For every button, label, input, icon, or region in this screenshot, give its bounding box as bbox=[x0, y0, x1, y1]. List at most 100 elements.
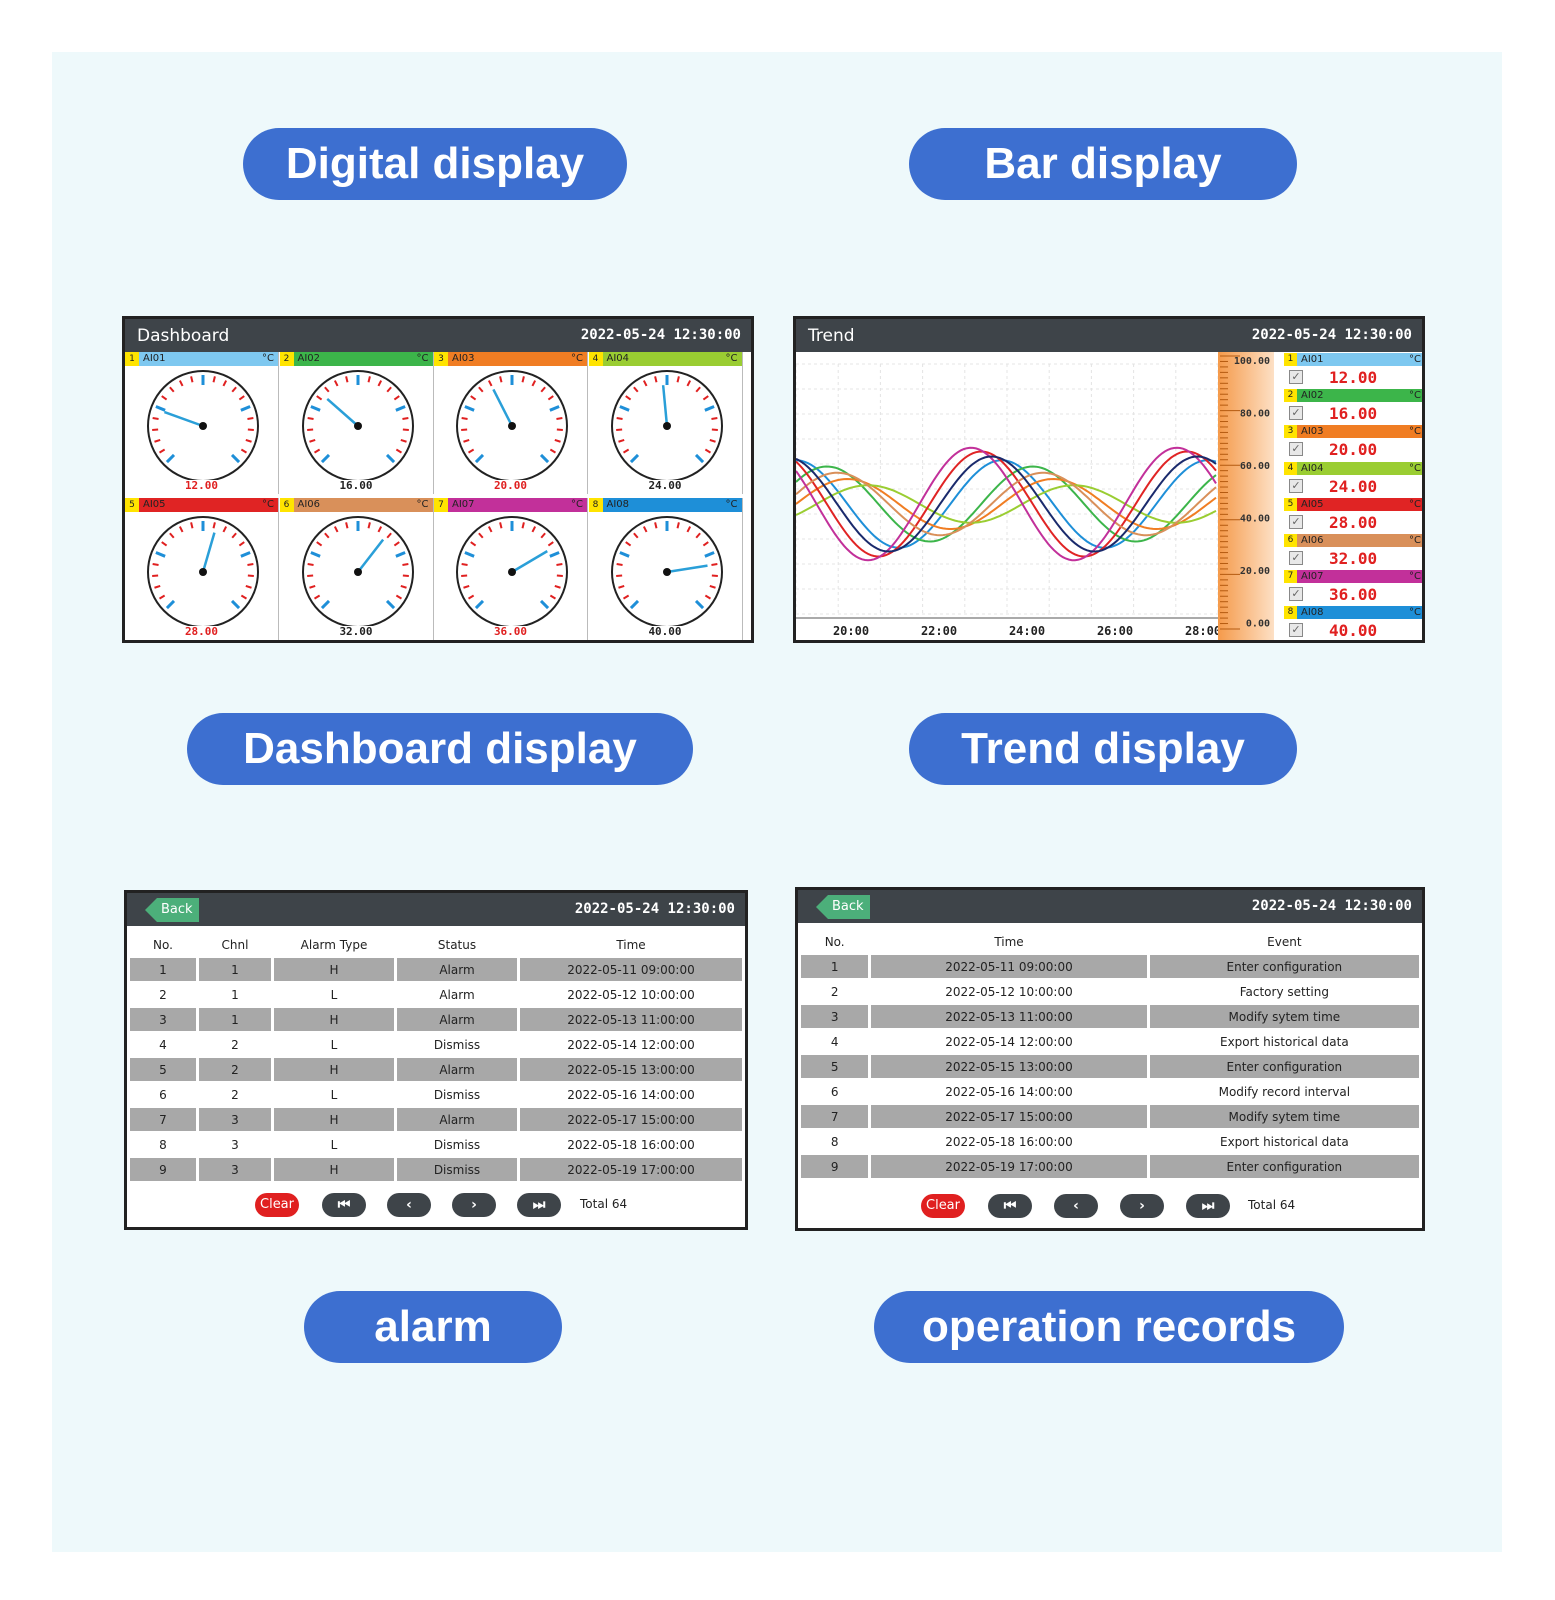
gauge-tick bbox=[539, 453, 550, 464]
table-row[interactable]: 3 1 H Alarm 2022-05-13 11:00:00 bbox=[130, 1008, 742, 1031]
operation-back-button[interactable]: Back bbox=[816, 895, 870, 919]
legend-channel-name: AI07 bbox=[1301, 571, 1324, 583]
table-row[interactable]: 7 2022-05-17 15:00:00 Modify sytem time bbox=[801, 1105, 1419, 1128]
gauge-tick bbox=[547, 395, 554, 401]
gauge-tick bbox=[478, 386, 484, 393]
legend-channel-number: 2 bbox=[1284, 389, 1297, 403]
operation-prev-page-button[interactable]: ‹ bbox=[1054, 1194, 1098, 1218]
trend-titlebar: Trend 2022-05-24 12:30:00 bbox=[796, 319, 1422, 352]
operation-footer: Clear ⏮ ‹ › ⏭ Total 64 bbox=[798, 1194, 1422, 1220]
table-cell: 5 bbox=[130, 1058, 196, 1081]
gauge-tick bbox=[629, 453, 639, 464]
y-tick-label: 40.00 bbox=[1240, 514, 1270, 525]
gauge-tick bbox=[615, 417, 623, 420]
table-row[interactable]: 2 2022-05-12 10:00:00 Factory setting bbox=[801, 980, 1419, 1003]
legend-checkbox-icon[interactable]: ✓ bbox=[1289, 406, 1303, 421]
table-cell: 3 bbox=[199, 1133, 271, 1156]
operation-last-page-button[interactable]: ⏭ bbox=[1186, 1194, 1230, 1218]
gauge-tick bbox=[240, 594, 248, 600]
gauge-tick bbox=[694, 532, 701, 539]
table-cell: 2022-05-11 09:00:00 bbox=[520, 958, 742, 981]
operation-first-page-button[interactable]: ⏮ bbox=[988, 1194, 1032, 1218]
gauge-tick bbox=[478, 532, 484, 539]
table-row[interactable]: 9 3 H Dismiss 2022-05-19 17:00:00 bbox=[130, 1158, 742, 1181]
legend-checkbox-icon[interactable]: ✓ bbox=[1289, 623, 1303, 638]
table-row[interactable]: 9 2022-05-19 17:00:00 Enter configuration bbox=[801, 1155, 1419, 1178]
table-row[interactable]: 2 1 L Alarm 2022-05-12 10:00:00 bbox=[130, 983, 742, 1006]
y-tick-label: 100.00 bbox=[1234, 356, 1270, 367]
gauge-tick bbox=[155, 551, 166, 558]
table-cell: 2022-05-13 11:00:00 bbox=[520, 1008, 742, 1031]
gauge-tick bbox=[617, 584, 625, 589]
gauge-needle bbox=[511, 550, 548, 574]
operation-next-page-button[interactable]: › bbox=[1120, 1194, 1164, 1218]
gauge-cell: 8 AI08 °C 40.00 bbox=[588, 498, 743, 640]
legend-item: 3 AI03 °C ✓ 20.00 bbox=[1284, 425, 1422, 461]
trend-series-line bbox=[796, 471, 1217, 537]
table-row[interactable]: 3 2022-05-13 11:00:00 Modify sytem time bbox=[801, 1005, 1419, 1028]
table-row[interactable]: 5 2 H Alarm 2022-05-15 13:00:00 bbox=[130, 1058, 742, 1081]
legend-header: 7 AI07 °C bbox=[1284, 570, 1422, 584]
gauge-tick bbox=[320, 599, 330, 610]
gauge-tick bbox=[240, 448, 248, 454]
table-row[interactable]: 4 2 L Dismiss 2022-05-14 12:00:00 bbox=[130, 1033, 742, 1056]
legend-channel-number: 5 bbox=[1284, 497, 1297, 511]
table-row[interactable]: 8 2022-05-18 16:00:00 Export historical da… bbox=[801, 1130, 1419, 1153]
gauge-tick bbox=[190, 376, 194, 383]
gauge-tick bbox=[161, 541, 168, 547]
table-row[interactable]: 1 2022-05-11 09:00:00 Enter configuration bbox=[801, 955, 1419, 978]
gauge-tick bbox=[686, 526, 691, 533]
legend-item: 5 AI05 °C ✓ 28.00 bbox=[1284, 497, 1422, 534]
legend-checkbox-icon[interactable]: ✓ bbox=[1289, 442, 1303, 457]
gauge-tick bbox=[367, 522, 371, 529]
legend-checkbox-icon[interactable]: ✓ bbox=[1289, 514, 1303, 529]
operation-clear-button[interactable]: Clear bbox=[921, 1194, 965, 1218]
alarm-prev-page-button[interactable]: ‹ bbox=[387, 1193, 431, 1217]
table-cell: L bbox=[274, 983, 394, 1006]
table-row[interactable]: 8 3 L Dismiss 2022-05-18 16:00:00 bbox=[130, 1133, 742, 1156]
gauge-tick bbox=[231, 386, 237, 393]
gauge-tick bbox=[549, 405, 560, 412]
gauge-tick bbox=[306, 563, 314, 566]
gauge-tick bbox=[344, 376, 348, 383]
gauge-value: 20.00 bbox=[493, 479, 528, 492]
gauge-unit: °C bbox=[571, 353, 583, 364]
gauge-cell: 1 AI01 °C 12.00 bbox=[125, 352, 279, 494]
gauge-tick bbox=[531, 380, 537, 387]
table-row[interactable]: 5 2022-05-15 13:00:00 Enter configuration bbox=[801, 1055, 1419, 1078]
legend-checkbox-icon[interactable]: ✓ bbox=[1289, 478, 1303, 493]
table-header-cell: Time bbox=[520, 933, 742, 956]
table-row[interactable]: 7 3 H Alarm 2022-05-17 15:00:00 bbox=[130, 1108, 742, 1131]
legend-checkbox-icon[interactable]: ✓ bbox=[1289, 587, 1303, 602]
alarm-back-button[interactable]: Back bbox=[145, 898, 199, 922]
gauge-tick bbox=[161, 395, 168, 401]
gauge-tick bbox=[238, 541, 245, 547]
alarm-label: alarm bbox=[304, 1291, 562, 1363]
gauge-header: 8 AI08 °C bbox=[588, 498, 742, 512]
legend-unit: °C bbox=[1409, 462, 1421, 474]
table-row[interactable]: 1 1 H Alarm 2022-05-11 09:00:00 bbox=[130, 958, 742, 981]
table-header-cell: No. bbox=[130, 933, 196, 956]
table-row[interactable]: 6 2022-05-16 14:00:00 Modify record interv… bbox=[801, 1080, 1419, 1103]
legend-channel-name: AI02 bbox=[1301, 390, 1324, 402]
alarm-first-page-button[interactable]: ⏮ bbox=[322, 1193, 366, 1217]
legend-unit: °C bbox=[1409, 607, 1421, 619]
table-cell: Alarm bbox=[397, 983, 517, 1006]
legend-checkbox-icon[interactable]: ✓ bbox=[1289, 551, 1303, 565]
alarm-clear-button[interactable]: Clear bbox=[255, 1193, 299, 1217]
gauge-hub bbox=[353, 422, 362, 430]
alarm-next-page-button[interactable]: › bbox=[452, 1193, 496, 1217]
table-row[interactable]: 4 2022-05-14 12:00:00 Export historical da… bbox=[801, 1030, 1419, 1053]
gauge-tick bbox=[231, 532, 237, 539]
table-row[interactable]: 6 2 L Dismiss 2022-05-16 14:00:00 bbox=[130, 1083, 742, 1106]
alarm-last-page-button[interactable]: ⏭ bbox=[517, 1193, 561, 1217]
table-cell: 2022-05-12 10:00:00 bbox=[520, 983, 742, 1006]
table-cell: 3 bbox=[199, 1108, 271, 1131]
gauge-dial bbox=[301, 370, 414, 480]
gauge-tick bbox=[464, 405, 475, 412]
gauge-tick bbox=[467, 448, 475, 454]
table-cell: 2 bbox=[199, 1058, 271, 1081]
legend-checkbox-icon[interactable]: ✓ bbox=[1289, 370, 1303, 384]
legend-value: 36.00 bbox=[1329, 585, 1378, 605]
gauge-tick bbox=[464, 551, 475, 558]
